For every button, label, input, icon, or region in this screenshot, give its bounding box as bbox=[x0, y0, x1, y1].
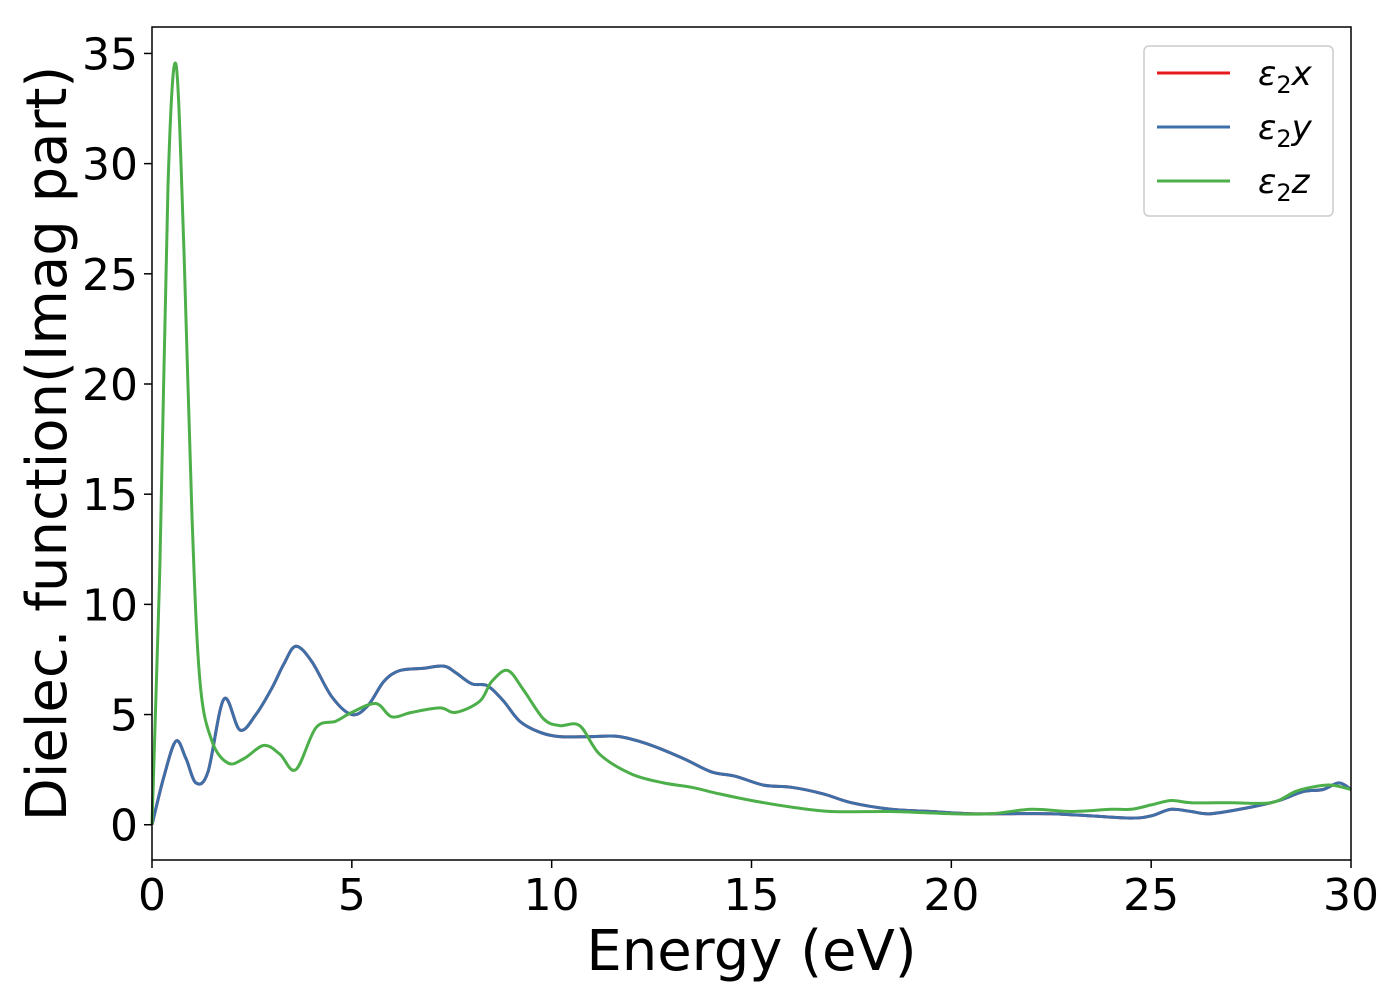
x-tick-label: 0 bbox=[138, 870, 166, 921]
series-line-x bbox=[150, 644, 1352, 826]
x-tick-label: 15 bbox=[724, 870, 780, 921]
x-tick-label: 5 bbox=[338, 870, 366, 921]
y-tick-label: 0 bbox=[110, 801, 138, 852]
x-tick-label: 25 bbox=[1123, 870, 1179, 921]
y-tick-label: 25 bbox=[82, 250, 138, 301]
y-tick-label: 35 bbox=[82, 29, 138, 80]
y-axis-title: Dielec. function(Imag part) bbox=[15, 66, 80, 822]
legend-box bbox=[1143, 45, 1334, 217]
legend-label-y: ε2y bbox=[1258, 108, 1313, 153]
x-axis-title: Energy (eV) bbox=[586, 919, 916, 984]
y-tick-label: 5 bbox=[110, 691, 138, 742]
x-tick-label: 10 bbox=[524, 870, 580, 921]
x-tick-label: 20 bbox=[923, 870, 979, 921]
y-tick-label: 30 bbox=[82, 140, 138, 191]
y-tick-label: 20 bbox=[82, 360, 138, 411]
x-tick-label: 30 bbox=[1323, 870, 1379, 921]
series-layer bbox=[150, 61, 1352, 826]
series-line-z bbox=[150, 61, 1352, 825]
legend-label-z: ε2z bbox=[1258, 162, 1311, 207]
tick-layer: 0 5 10 15 20 25 30 0 5 10 15 20 25 30 35 bbox=[82, 29, 1379, 921]
y-tick-label: 15 bbox=[82, 470, 138, 521]
y-tick-label: 10 bbox=[82, 580, 138, 631]
legend: ε2x ε2y ε2z bbox=[1143, 45, 1334, 217]
series-line-y bbox=[150, 644, 1352, 826]
legend-label-x: ε2x bbox=[1258, 54, 1313, 99]
